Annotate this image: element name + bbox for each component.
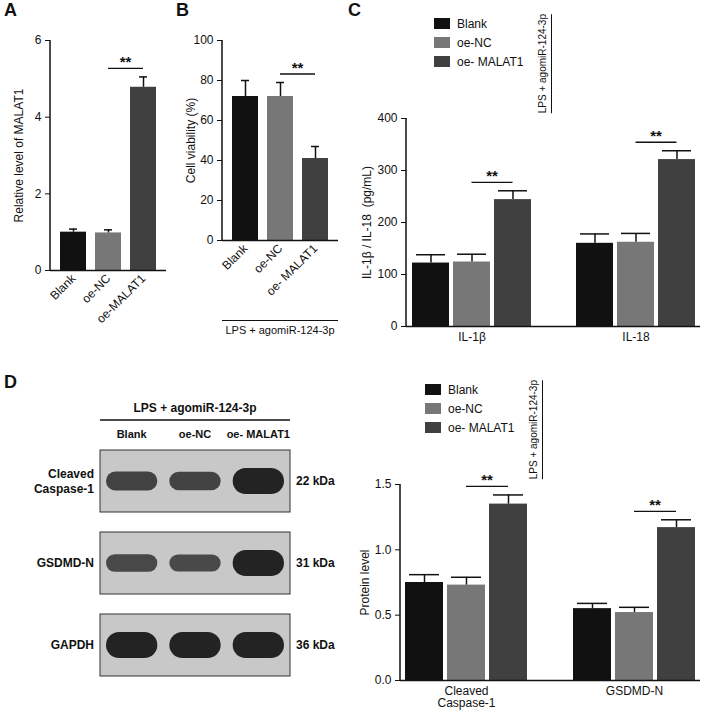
svg-text:60: 60 (200, 113, 214, 127)
html-text:oe- MALAT1: oe- MALAT1 (457, 54, 524, 69)
svg-text:400: 400 (377, 111, 397, 125)
svg-text:6: 6 (35, 33, 42, 47)
svg-text:IL-18: IL-18 (622, 330, 650, 344)
html-text:A: A (4, 0, 17, 20)
svg-text:0: 0 (35, 263, 42, 277)
svg-text:1.0: 1.0 (375, 543, 392, 557)
html-text:Blank: Blank (448, 382, 478, 397)
svg-text:4: 4 (35, 110, 42, 124)
svg-text:31 kDa: 31 kDa (296, 556, 335, 570)
svg-text:GAPDH: GAPDH (51, 638, 94, 652)
svg-text:**: ** (292, 59, 304, 76)
svg-text:**: ** (481, 471, 493, 488)
svg-text:**: ** (650, 127, 662, 144)
svg-text:2: 2 (35, 187, 42, 201)
html-text:LPS + agomiR-124-3p: LPS + agomiR-124-3p (537, 14, 549, 114)
svg-text:40: 40 (200, 153, 214, 167)
svg-text:0.5: 0.5 (375, 608, 392, 622)
svg-text:300: 300 (377, 163, 397, 177)
svg-text:Blank: Blank (47, 271, 79, 303)
svg-text:80: 80 (200, 73, 214, 87)
svg-text:100: 100 (193, 33, 213, 47)
html-text:oe-NC: oe-NC (448, 401, 483, 416)
html-text:Blank: Blank (457, 16, 487, 31)
svg-text:22 kDa: 22 kDa (296, 474, 335, 488)
html-text:D: D (4, 372, 17, 392)
svg-text:IL-1β / IL-18 (pg/mL): IL-1β / IL-18 (pg/mL) (360, 166, 374, 279)
svg-text:oe-NC: oe-NC (179, 428, 211, 440)
html-text:oe-NC: oe-NC (457, 35, 492, 50)
html-text:LPS + agomiR-124-3p: LPS + agomiR-124-3p (528, 380, 540, 480)
svg-text:Cell viability (%): Cell viability (%) (184, 98, 198, 183)
svg-text:oe-NC: oe-NC (250, 241, 286, 276)
svg-text:oe- MALAT1: oe- MALAT1 (263, 241, 320, 298)
svg-text:CleavedCaspase-1: CleavedCaspase-1 (437, 684, 495, 710)
svg-text:1.5: 1.5 (375, 477, 392, 491)
svg-text:Blank: Blank (219, 241, 251, 273)
svg-text:0.0: 0.0 (375, 673, 392, 687)
html-text:LPS + agomiR-124-3p: LPS + agomiR-124-3p (225, 324, 335, 336)
svg-text:**: ** (649, 496, 661, 513)
svg-text:Relative level of MALAT1: Relative level of MALAT1 (12, 88, 26, 222)
svg-text:LPS + agomiR-124-3p: LPS + agomiR-124-3p (133, 401, 256, 415)
svg-text:IL-1β: IL-1β (458, 330, 486, 344)
svg-text:**: ** (486, 167, 498, 184)
svg-text:oe- MALAT1: oe- MALAT1 (227, 428, 290, 440)
svg-text:200: 200 (377, 215, 397, 229)
svg-text:Protein level: Protein level (358, 549, 372, 615)
svg-text:20: 20 (200, 193, 214, 207)
svg-text:CleavedCaspase-1: CleavedCaspase-1 (34, 467, 94, 496)
svg-text:GSDMD-N: GSDMD-N (37, 556, 94, 570)
html-text:C: C (348, 0, 361, 20)
svg-text:100: 100 (377, 267, 397, 281)
svg-text:oe-NC: oe-NC (78, 271, 114, 306)
svg-text:0: 0 (391, 319, 398, 333)
svg-text:0: 0 (207, 233, 214, 247)
svg-text:Blank: Blank (117, 428, 148, 440)
svg-text:GSDMD-N: GSDMD-N (606, 684, 663, 698)
html-text:oe- MALAT1: oe- MALAT1 (448, 420, 515, 435)
svg-text:36 kDa: 36 kDa (296, 638, 335, 652)
svg-text:**: ** (120, 53, 132, 70)
html-text:B: B (176, 0, 189, 20)
svg-text:oe-MALAT1: oe-MALAT1 (94, 271, 149, 326)
